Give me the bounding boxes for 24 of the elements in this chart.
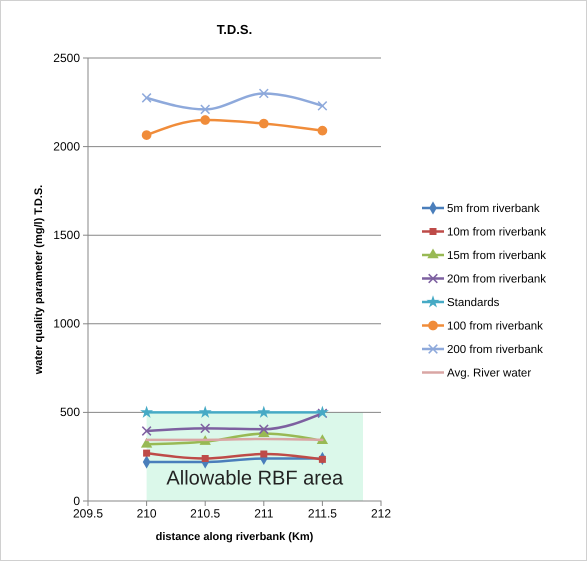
legend-label: 10m from riverbank <box>447 226 546 238</box>
legend-label: Avg. River water <box>447 368 532 380</box>
band-label: Allowable RBF area <box>166 468 344 490</box>
y-tick-label: 2500 <box>53 50 80 65</box>
x-tick-label: 210 <box>136 506 157 521</box>
y-axis-title: water quality parameter (mg/l) T.D.S. <box>33 184 45 376</box>
x-axis-title: distance along riverbank (Km) <box>156 531 314 543</box>
x-tick-label: 211.5 <box>308 506 338 521</box>
x-tick-label: 212 <box>370 506 392 521</box>
y-tick-label: 500 <box>60 405 80 420</box>
x-tick-label: 210.5 <box>190 506 221 521</box>
legend-label: 20m from riverbank <box>447 274 546 286</box>
legend-label: 200 from riverbank <box>447 344 544 356</box>
x-tick-label: 209.5 <box>72 506 104 521</box>
legend-label: 15m from riverbank <box>447 250 546 262</box>
y-tick-label: 1500 <box>53 228 80 242</box>
legend-label: 100 from riverbank <box>447 320 544 332</box>
y-tick-label: 2000 <box>53 139 80 154</box>
legend-label: 5m from riverbank <box>447 203 540 215</box>
legend-label: Standards <box>447 297 500 309</box>
chart-title: T.D.S. <box>216 22 252 37</box>
y-tick-label: 0 <box>73 494 80 508</box>
y-tick-label: 1000 <box>53 316 80 331</box>
x-tick-label: 211 <box>254 506 274 521</box>
